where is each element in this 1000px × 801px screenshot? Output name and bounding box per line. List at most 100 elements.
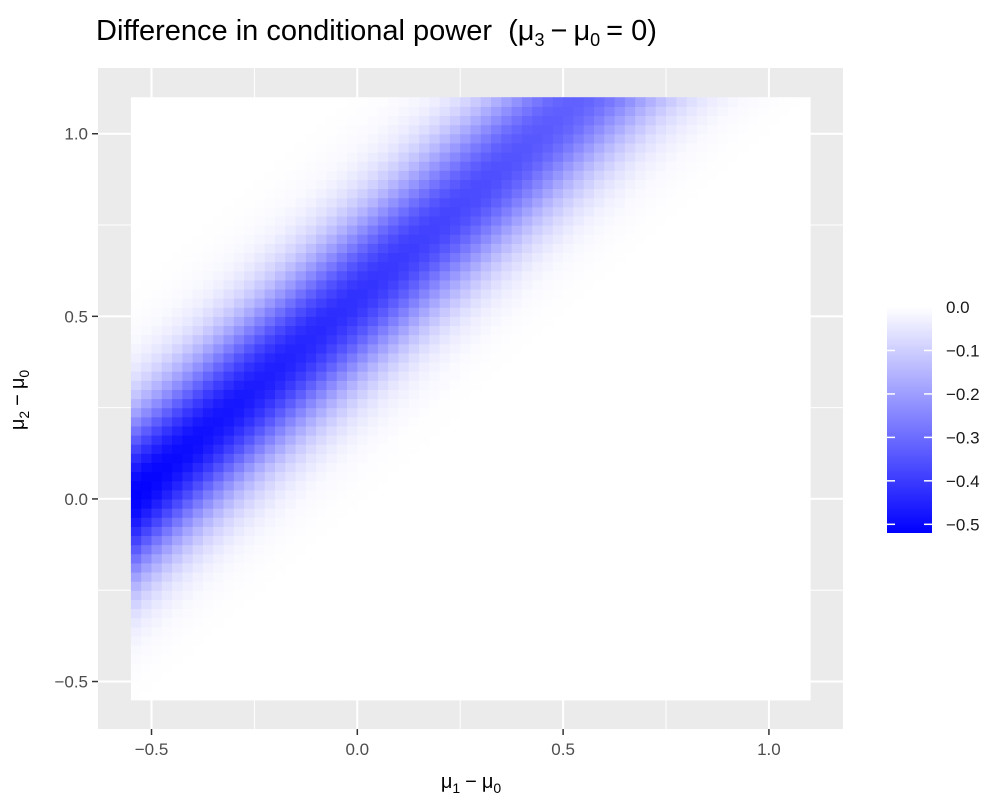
color-legend: 0.0−0.1−0.2−0.3−0.4−0.5 bbox=[887, 298, 980, 534]
heatmap-tile bbox=[738, 115, 749, 126]
heatmap-tile bbox=[367, 133, 379, 144]
heatmap-tile bbox=[161, 462, 173, 473]
heatmap-tile bbox=[635, 416, 647, 427]
heatmap-tile bbox=[388, 517, 400, 527]
heatmap-tile bbox=[295, 480, 307, 491]
heatmap-tile bbox=[521, 234, 533, 244]
heatmap-tile bbox=[779, 225, 791, 235]
heatmap-tile bbox=[398, 270, 410, 281]
heatmap-tile bbox=[377, 343, 389, 354]
heatmap-tile bbox=[604, 416, 616, 427]
heatmap-tile bbox=[264, 261, 276, 272]
heatmap-tile bbox=[305, 453, 317, 464]
heatmap-tile bbox=[223, 215, 235, 226]
heatmap-tile bbox=[347, 133, 358, 144]
heatmap-tile bbox=[223, 416, 235, 427]
heatmap-tile bbox=[707, 562, 719, 573]
y-tick-label: 0.0 bbox=[64, 490, 88, 509]
heatmap-tile bbox=[717, 179, 729, 190]
heatmap-tile bbox=[254, 526, 266, 537]
heatmap-tile bbox=[491, 645, 502, 655]
heatmap-tile bbox=[316, 508, 328, 518]
heatmap-tile bbox=[799, 480, 811, 491]
heatmap-tile bbox=[614, 380, 626, 390]
heatmap-tile bbox=[347, 261, 358, 272]
heatmap-tile bbox=[491, 425, 502, 436]
heatmap-tile bbox=[655, 343, 667, 354]
heatmap-tile bbox=[655, 407, 667, 418]
heatmap-tile bbox=[635, 261, 647, 272]
x-axis: −0.5 0.0 0.5 1.0 bbox=[135, 729, 781, 759]
heatmap-tile bbox=[501, 462, 513, 473]
heatmap-tile bbox=[244, 380, 256, 390]
heatmap-tile bbox=[151, 645, 163, 655]
heatmap-tile bbox=[779, 389, 791, 400]
heatmap-tile bbox=[593, 161, 605, 171]
heatmap-tile bbox=[532, 453, 544, 464]
heatmap-tile bbox=[192, 352, 204, 363]
heatmap-tile bbox=[244, 617, 256, 628]
heatmap-tile bbox=[779, 197, 791, 208]
heatmap-tile bbox=[624, 298, 636, 308]
heatmap-tile bbox=[521, 115, 533, 126]
heatmap-tile bbox=[213, 389, 225, 400]
heatmap-tile bbox=[501, 553, 513, 564]
heatmap-tile bbox=[182, 435, 194, 445]
heatmap-tile bbox=[501, 681, 513, 692]
heatmap-tile bbox=[696, 407, 708, 418]
heatmap-tile bbox=[655, 270, 667, 281]
heatmap-tile bbox=[192, 672, 204, 683]
heatmap-tile bbox=[707, 225, 719, 235]
heatmap-tile bbox=[789, 161, 801, 171]
heatmap-tile bbox=[347, 508, 358, 518]
heatmap-tile bbox=[583, 133, 595, 144]
heatmap-tile bbox=[161, 142, 173, 153]
heatmap-tile bbox=[748, 234, 760, 244]
heatmap-tile bbox=[799, 197, 811, 208]
heatmap-tile bbox=[223, 672, 235, 683]
heatmap-tile bbox=[161, 270, 173, 281]
heatmap-tile bbox=[727, 124, 739, 135]
heatmap-tile bbox=[655, 252, 667, 263]
heatmap-tile bbox=[686, 343, 698, 354]
heatmap-tile bbox=[316, 453, 328, 464]
heatmap-tile bbox=[367, 261, 379, 272]
heatmap-tile bbox=[161, 645, 173, 655]
heatmap-tile bbox=[799, 581, 811, 591]
heatmap-tile bbox=[377, 252, 389, 263]
heatmap-tile bbox=[645, 307, 657, 317]
heatmap-tile bbox=[295, 681, 307, 692]
heatmap-tile bbox=[799, 672, 811, 683]
heatmap-tile bbox=[511, 645, 523, 655]
heatmap-tile bbox=[419, 389, 430, 400]
heatmap-tile bbox=[295, 608, 307, 619]
heatmap-tile bbox=[758, 681, 770, 692]
heatmap-tile bbox=[202, 170, 214, 180]
heatmap-tile bbox=[635, 398, 647, 409]
heatmap-tile bbox=[583, 407, 595, 418]
heatmap-tile bbox=[357, 398, 369, 409]
heatmap-tile bbox=[676, 526, 688, 537]
heatmap-tile bbox=[707, 179, 719, 190]
heatmap-tile bbox=[676, 97, 688, 107]
heatmap-tile bbox=[593, 380, 605, 390]
heatmap-tile bbox=[377, 444, 389, 454]
heatmap-tile bbox=[511, 307, 523, 317]
heatmap-tile bbox=[470, 407, 482, 418]
heatmap-tile bbox=[388, 142, 400, 153]
heatmap-tile bbox=[460, 672, 472, 683]
heatmap-tile bbox=[254, 298, 266, 308]
heatmap-tile bbox=[645, 197, 657, 208]
heatmap-tile bbox=[295, 161, 307, 171]
heatmap-tile bbox=[202, 380, 214, 390]
heatmap-tile bbox=[768, 635, 780, 646]
heatmap-tile bbox=[336, 425, 348, 436]
heatmap-tile bbox=[439, 252, 451, 263]
heatmap-tile bbox=[285, 471, 297, 482]
heatmap-tile bbox=[388, 133, 400, 144]
heatmap-tile bbox=[213, 97, 225, 107]
heatmap-tile bbox=[192, 234, 204, 244]
heatmap-tile bbox=[635, 133, 647, 144]
heatmap-tile bbox=[593, 654, 605, 664]
heatmap-tile bbox=[141, 252, 153, 263]
